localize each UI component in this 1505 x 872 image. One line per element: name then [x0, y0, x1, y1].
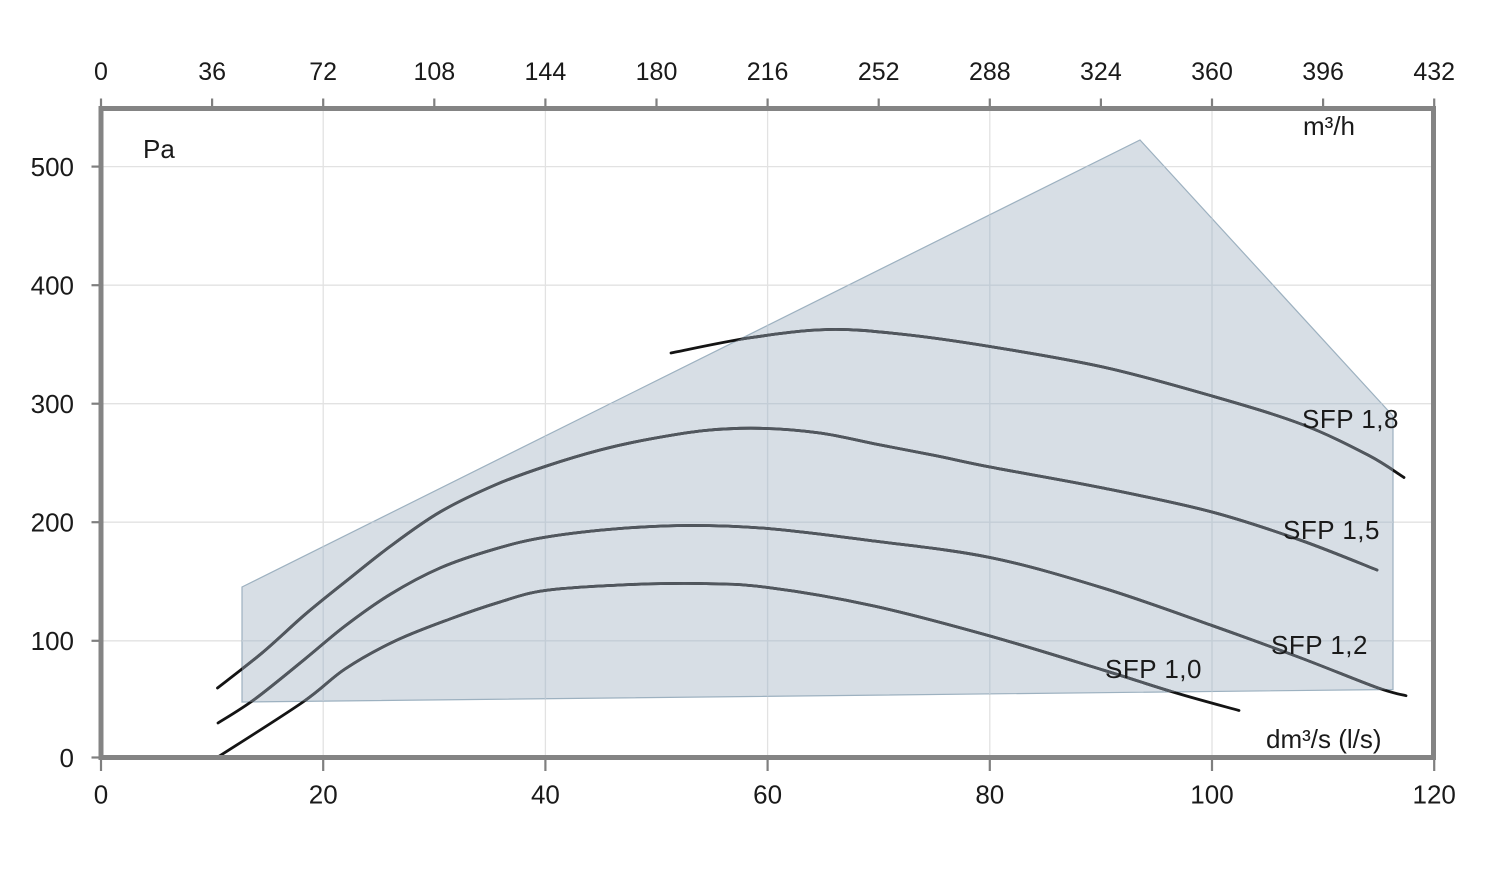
svg-text:108: 108 [413, 58, 455, 86]
svg-text:400: 400 [31, 271, 74, 301]
svg-text:72: 72 [309, 58, 337, 86]
svg-text:324: 324 [1080, 58, 1122, 86]
svg-text:500: 500 [31, 152, 74, 182]
svg-text:300: 300 [31, 389, 74, 419]
svg-text:252: 252 [858, 58, 900, 86]
svg-text:200: 200 [31, 508, 74, 538]
svg-text:216: 216 [747, 58, 789, 86]
svg-text:144: 144 [525, 58, 567, 86]
svg-text:SFP 1,2: SFP 1,2 [1271, 630, 1368, 660]
svg-text:20: 20 [309, 780, 338, 810]
svg-text:80: 80 [975, 780, 1004, 810]
svg-text:0: 0 [60, 743, 74, 773]
svg-text:100: 100 [1190, 780, 1233, 810]
svg-text:60: 60 [753, 780, 782, 810]
svg-text:120: 120 [1413, 780, 1456, 810]
svg-text:SFP 1,5: SFP 1,5 [1283, 515, 1380, 545]
svg-text:288: 288 [969, 58, 1011, 86]
svg-text:SFP 1,0: SFP 1,0 [1105, 654, 1202, 684]
svg-text:SFP 1,8: SFP 1,8 [1302, 404, 1399, 434]
svg-text:396: 396 [1302, 58, 1344, 86]
svg-text:0: 0 [94, 58, 108, 86]
svg-text:100: 100 [31, 626, 74, 656]
svg-text:36: 36 [198, 58, 226, 86]
svg-text:432: 432 [1413, 58, 1455, 86]
svg-text:m³/h: m³/h [1303, 111, 1355, 141]
svg-text:180: 180 [636, 58, 678, 86]
svg-text:0: 0 [94, 780, 108, 810]
svg-text:360: 360 [1191, 58, 1233, 86]
svg-text:dm³/s (l/s): dm³/s (l/s) [1266, 724, 1382, 754]
svg-text:Pa: Pa [143, 134, 175, 164]
svg-text:40: 40 [531, 780, 560, 810]
